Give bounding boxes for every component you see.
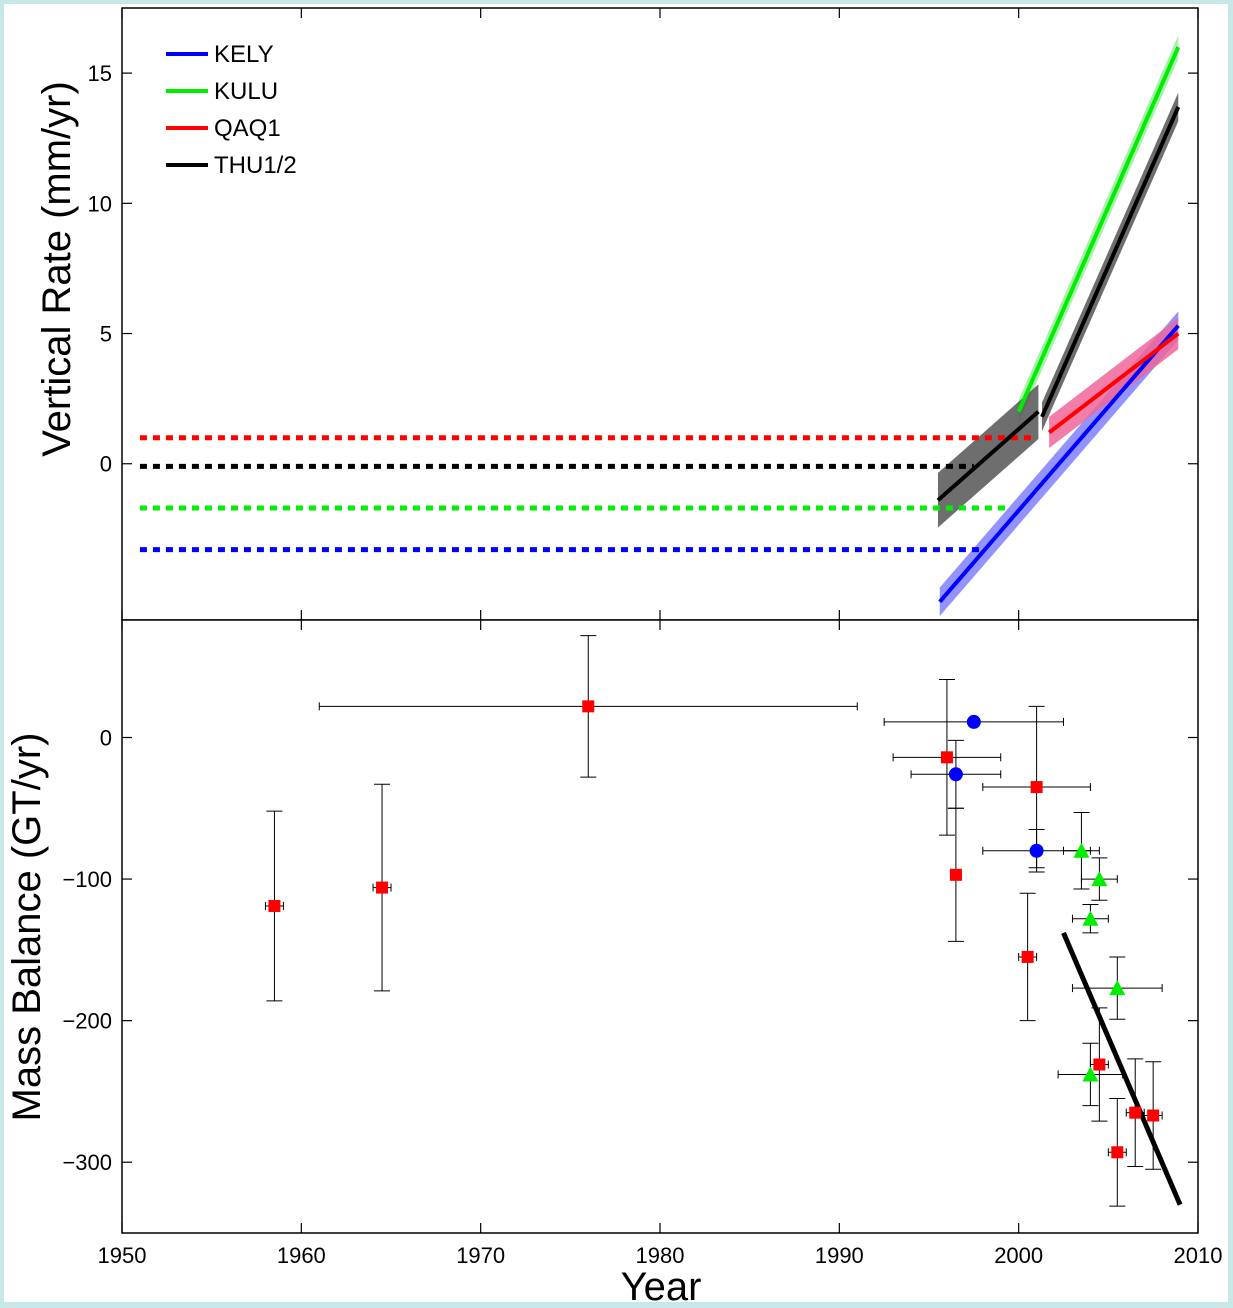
x-tick-label: 2010 [1174, 1243, 1223, 1268]
square-marker [268, 899, 281, 912]
x-tick-label: 1990 [815, 1243, 864, 1268]
y-tick-label: 10 [88, 191, 112, 216]
top-y-ticks: 0 5 10 15 [88, 61, 1198, 477]
top-y-axis-label: Vertical Rate (mm/yr) [35, 81, 79, 457]
square-marker [1093, 1058, 1106, 1071]
y-tick-label: 15 [88, 61, 112, 86]
x-tick-label: 1980 [636, 1243, 685, 1268]
bottom-y-ticks: −300 −200 −100 0 [62, 726, 1198, 1175]
legend: KELY KULU QAQ1 THU1/2 [166, 41, 297, 179]
circle-marker [948, 767, 963, 782]
bottom-y-axis-label: Mass Balance (GT/yr) [5, 733, 49, 1122]
legend-label: QAQ1 [214, 115, 281, 142]
square-marker [949, 868, 962, 881]
data-markers [268, 700, 1160, 1159]
square-marker [1129, 1106, 1142, 1119]
triangle-marker [1091, 871, 1108, 887]
thu1-2-trend-line [1040, 106, 1181, 418]
mass-balance-panel: −300 −200 −100 0 1950 1960 1970 1980 1990 2000 20… [5, 8, 1222, 1302]
thu1-2-trend-line [936, 410, 1040, 502]
y-tick-label: 0 [100, 452, 112, 477]
x-tick-label: 1970 [456, 1243, 505, 1268]
kely-trend-line [938, 324, 1180, 604]
kulu-trend-line [1016, 46, 1181, 413]
y-tick-label: −200 [62, 1009, 112, 1034]
circle-marker [1029, 843, 1044, 858]
x-tick-label: 1950 [98, 1243, 147, 1268]
triangle-marker [1073, 842, 1090, 858]
square-marker [376, 881, 389, 894]
x-tick-label: 1960 [277, 1243, 326, 1268]
triangle-marker [1082, 910, 1099, 926]
top-axes-box [121, 7, 1199, 621]
legend-label: KELY [214, 41, 274, 68]
y-tick-label: −300 [62, 1150, 112, 1175]
legend-label: KULU [214, 78, 278, 105]
y-tick-label: −100 [62, 867, 112, 892]
qaq1-trend-line [1047, 331, 1180, 435]
y-tick-label: 0 [100, 726, 112, 751]
x-ticks: 1950 1960 1970 1980 1990 2000 2010 [98, 8, 1223, 1268]
y-tick-label: 5 [100, 322, 112, 347]
figure-canvas: 0 5 10 15 KELY KULU QAQ1 THU1/2 Vertical Rate … [5, 7, 1222, 1302]
x-tick-label: 2000 [994, 1243, 1043, 1268]
trend-lines [139, 46, 1181, 604]
square-marker [1147, 1109, 1160, 1122]
legend-label: THU1/2 [214, 152, 297, 179]
square-marker [1021, 950, 1034, 963]
figure-frame: 0 5 10 15 KELY KULU QAQ1 THU1/2 Vertical Rate … [4, 4, 1228, 1302]
vertical-rate-panel: 0 5 10 15 KELY KULU QAQ1 THU1/2 Vertical Rate … [35, 7, 1199, 621]
mass-trend-line [1061, 931, 1183, 1206]
square-marker [940, 751, 953, 764]
mass-trend-line-segment [1061, 931, 1183, 1206]
square-marker [1030, 781, 1043, 794]
triangle-marker [1082, 1066, 1099, 1082]
triangle-marker [1109, 980, 1126, 996]
square-marker [1111, 1146, 1124, 1159]
circle-marker [966, 714, 981, 729]
x-axis-label: Year [621, 1265, 702, 1302]
square-marker [582, 700, 595, 713]
